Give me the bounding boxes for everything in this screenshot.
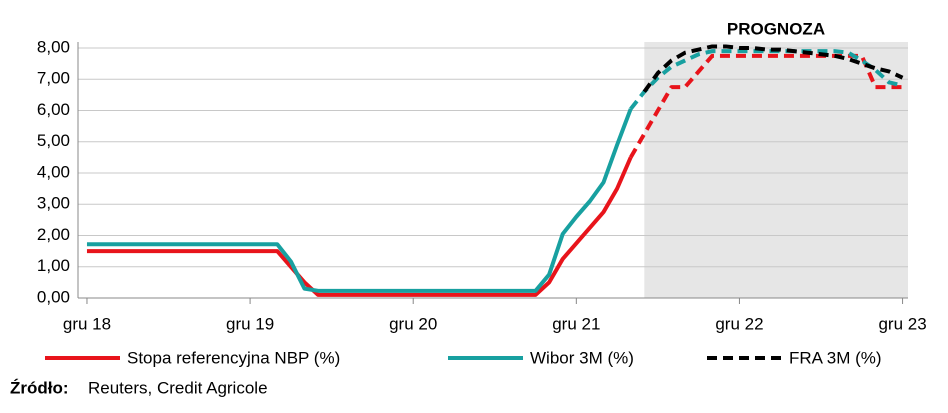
y-tick-label: 1,00 <box>37 256 70 275</box>
x-tick-label: gru 21 <box>552 314 600 333</box>
legend-label: FRA 3M (%) <box>789 348 882 367</box>
y-tick-label: 7,00 <box>37 69 70 88</box>
legend-label: Wibor 3M (%) <box>530 348 634 367</box>
forecast-shade <box>644 42 908 298</box>
source-label: Źródło: <box>10 378 69 397</box>
y-tick-label: 6,00 <box>37 100 70 119</box>
legend-label: Stopa referencyjna NBP (%) <box>127 348 340 367</box>
annotation: PROGNOZA <box>727 19 825 38</box>
x-tick-label: gru 18 <box>63 314 111 333</box>
series-line <box>86 156 633 297</box>
y-tick-label: 4,00 <box>37 162 70 181</box>
series-line-forecast <box>642 44 904 93</box>
y-tick-label: 0,00 <box>37 287 70 306</box>
y-tick-label: 3,00 <box>37 194 70 213</box>
plot-area: 0,00 1,00 2,00 3,00 4,00 5,00 6,00 7,00 8,00 gru … <box>37 37 927 367</box>
y-tick-label: 2,00 <box>37 225 70 244</box>
x-tick-label: gru 23 <box>878 314 926 333</box>
series-line-forecast <box>629 49 904 111</box>
x-tick-label: gru 20 <box>389 314 437 333</box>
series-line <box>86 108 633 293</box>
x-tick-label: gru 22 <box>715 314 763 333</box>
y-tick-label: 5,00 <box>37 131 70 150</box>
source: Reuters, Credit Agricole <box>88 378 268 397</box>
x-tick-label: gru 19 <box>226 314 274 333</box>
y-tick-label: 8,00 <box>37 37 70 56</box>
